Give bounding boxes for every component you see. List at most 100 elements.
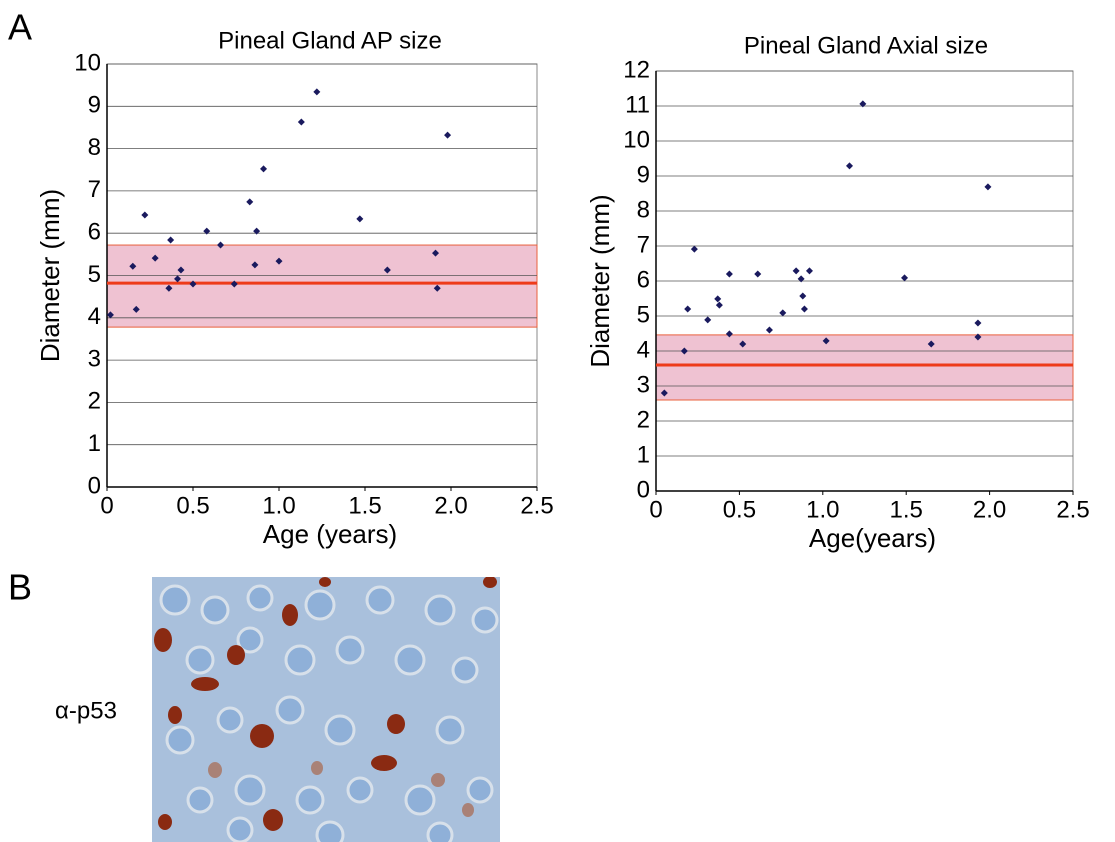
data-point [313,88,321,96]
data-point [690,245,698,253]
data-point [129,262,137,270]
data-point [177,266,185,274]
data-point [822,337,830,345]
data-point [253,227,261,235]
data-point [974,319,982,327]
data-point [799,292,807,300]
y-tick-label: 5 [637,301,650,328]
data-point [132,305,140,313]
data-point [189,280,197,288]
y-axis-label: Diameter (mm) [585,194,615,367]
data-point [845,162,853,170]
x-tick-label: 0.5 [176,492,209,519]
x-tick-label: 1.5 [348,492,381,519]
data-point [432,249,440,257]
image-label: α-p53 [55,697,117,724]
x-axis-label: Age(years) [809,523,936,553]
y-tick-label: 1 [88,430,101,457]
data-point [141,211,149,219]
x-tick-label: 0 [649,496,662,523]
y-tick-label: 8 [637,196,650,223]
panel-label: B [8,567,32,608]
y-tick-label: 4 [88,303,101,330]
chart-title: Pineal Gland Axial size [744,32,988,59]
data-point [260,165,268,173]
data-point [984,183,992,191]
panel-label: A [8,7,32,48]
y-tick-label: 10 [623,126,650,153]
data-point [167,236,175,244]
data-point [106,311,114,319]
data-point [765,326,773,334]
micrograph [152,577,500,842]
data-point [217,241,225,249]
x-tick-label: 1.0 [806,496,839,523]
data-point [797,275,805,283]
data-point [165,284,173,292]
data-point [275,257,283,265]
reference-band [106,244,538,328]
y-tick-label: 3 [88,345,101,372]
x-tick-label: 2.0 [434,492,467,519]
y-tick-label: 12 [623,56,650,83]
y-tick-label: 2 [88,388,101,415]
y-tick-label: 7 [88,176,101,203]
y-tick-label: 0 [637,476,650,503]
y-tick-label: 6 [637,266,650,293]
x-tick-label: 0.5 [723,496,756,523]
data-point [725,330,733,338]
reference-band [655,334,1074,401]
y-tick-label: 1 [637,441,650,468]
y-axis-label: Diameter (mm) [35,189,65,362]
x-tick-label: 2.5 [1056,496,1089,523]
x-axis-label: Age (years) [263,519,397,549]
data-point [230,280,238,288]
x-tick-label: 2.5 [520,492,553,519]
y-tick-label: 6 [88,219,101,246]
data-point [974,333,982,341]
y-tick-label: 5 [88,261,101,288]
data-point [754,270,762,278]
data-point [704,316,712,324]
data-point [444,131,452,139]
data-point [927,340,935,348]
y-tick-label: 0 [88,472,101,499]
x-tick-label: 2.0 [973,496,1006,523]
data-point [800,305,808,313]
data-point [779,309,787,317]
data-point [174,275,182,283]
data-point [151,254,159,262]
data-point [725,270,733,278]
data-point [901,274,909,282]
y-tick-label: 9 [637,161,650,188]
data-point [792,267,800,275]
y-tick-label: 11 [625,91,650,118]
data-point [383,266,391,274]
data-point [715,301,723,309]
y-tick-label: 10 [74,49,101,76]
data-point [246,198,254,206]
data-point [297,118,305,126]
data-point [203,227,211,235]
data-point [680,347,688,355]
y-tick-label: 7 [637,231,650,258]
data-point [684,305,692,313]
x-tick-label: 1.0 [262,492,295,519]
data-point [739,340,747,348]
data-point [433,284,441,292]
y-tick-label: 2 [637,406,650,433]
y-tick-label: 3 [637,371,650,398]
y-tick-label: 4 [637,336,650,363]
data-point [714,295,722,303]
data-point [251,261,259,269]
chart-title: Pineal Gland AP size [218,27,442,54]
data-point [660,389,668,397]
y-tick-label: 9 [88,92,101,119]
data-point [356,215,364,223]
data-point [805,267,813,275]
y-tick-label: 8 [88,134,101,161]
x-tick-label: 0 [100,492,113,519]
x-tick-label: 1.5 [890,496,923,523]
data-point [859,100,867,108]
